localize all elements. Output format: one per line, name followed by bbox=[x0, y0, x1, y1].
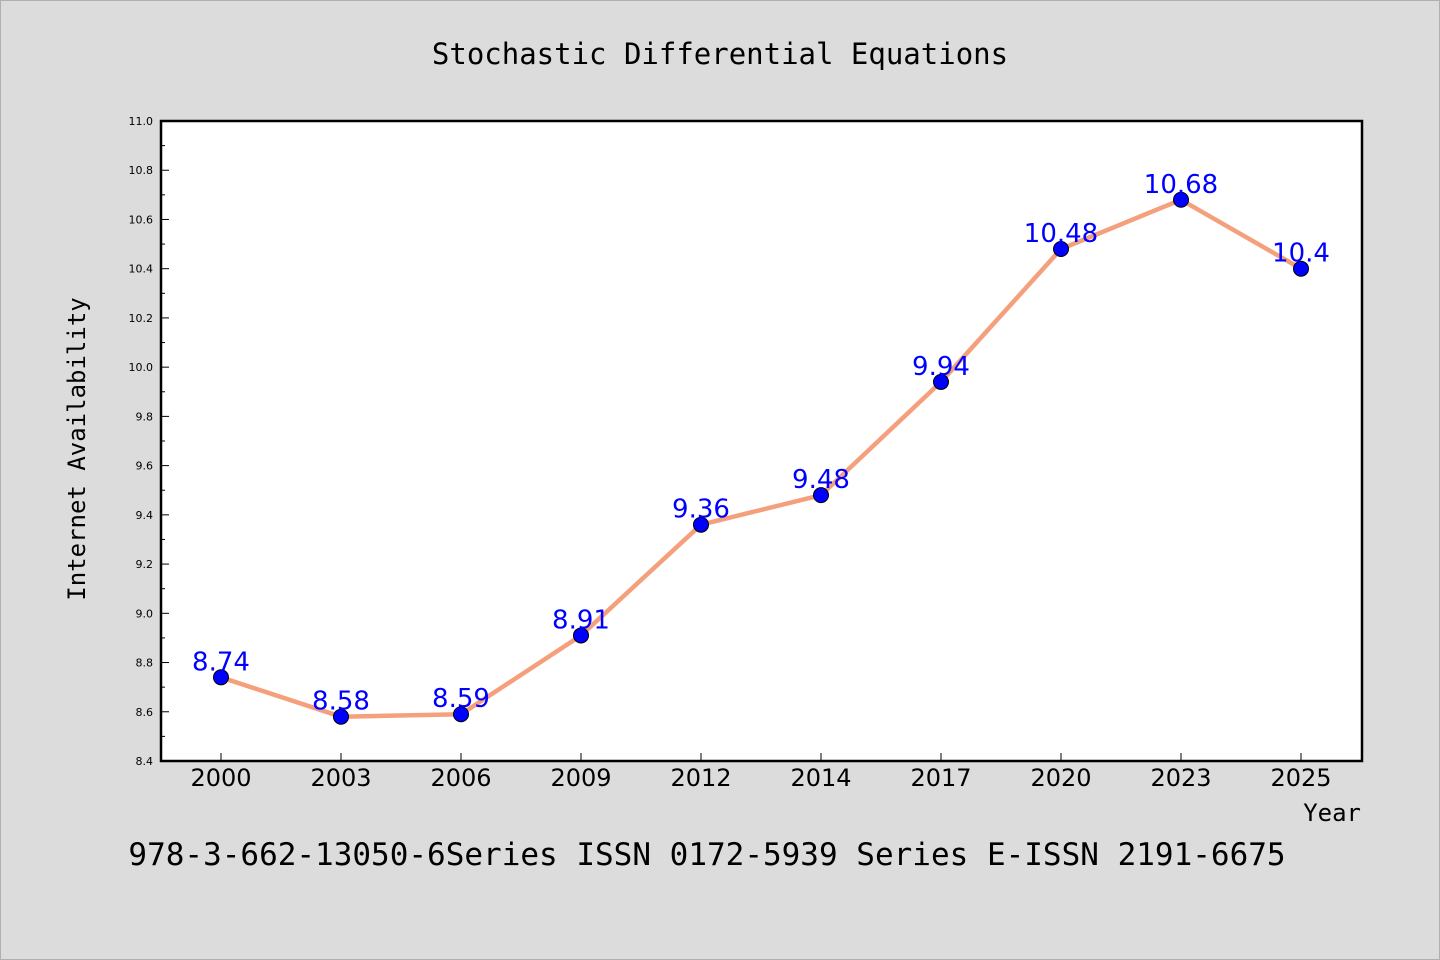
y-tick-label: 10.4 bbox=[129, 263, 154, 276]
series-layer: 8.74 8.58 8.59 8.91 9.36 9.48 9.94 10.48 10.68 10… bbox=[192, 170, 1330, 725]
y-tick-label: 8.8 bbox=[136, 657, 154, 670]
data-point-marker bbox=[813, 487, 829, 504]
series-line bbox=[218, 197, 1304, 719]
y-tick-label: 9.4 bbox=[136, 509, 154, 522]
y-axis-label: Internet Availability bbox=[63, 297, 91, 600]
y-tick-label: 8.6 bbox=[136, 706, 154, 719]
data-point-marker bbox=[333, 708, 349, 725]
data-label: 10.4 bbox=[1272, 239, 1330, 269]
data-label: 8.74 bbox=[192, 647, 250, 677]
plot-area bbox=[161, 121, 1362, 761]
x-axis: 2000 2003 2006 2009 2012 2014 2017 2020 2023 2025 bbox=[190, 753, 1332, 792]
y-tick-label: 10.6 bbox=[129, 213, 154, 226]
data-label: 9.36 bbox=[672, 495, 730, 525]
x-tick-label: 2003 bbox=[310, 764, 371, 792]
y-tick-label: 9.0 bbox=[136, 607, 154, 620]
y-axis: 8.4 8.6 8.8 9.0 9.2 9.4 9.6 9.8 10.0 10.2 10.4 10.6… bbox=[129, 115, 169, 768]
x-tick-label: 2012 bbox=[670, 764, 731, 792]
data-label: 10.48 bbox=[1024, 219, 1098, 249]
chart-title: Stochastic Differential Equations bbox=[432, 37, 1008, 71]
data-point-marker bbox=[1173, 191, 1189, 208]
data-label: 9.48 bbox=[792, 465, 850, 495]
data-label: 9.94 bbox=[912, 352, 970, 382]
data-point-marker bbox=[693, 516, 709, 533]
x-tick-label: 2000 bbox=[190, 764, 251, 792]
x-tick-label: 2020 bbox=[1030, 764, 1091, 792]
x-tick-label: 2006 bbox=[430, 764, 491, 792]
x-tick-label: 2014 bbox=[790, 764, 851, 792]
data-point-marker bbox=[213, 669, 229, 686]
data-label: 10.68 bbox=[1144, 170, 1218, 200]
data-point-marker bbox=[1293, 260, 1309, 277]
data-point-marker bbox=[453, 706, 469, 723]
data-label: 8.59 bbox=[432, 684, 490, 714]
y-tick-label: 9.8 bbox=[136, 410, 154, 423]
data-point-marker bbox=[933, 373, 949, 390]
y-tick-label: 9.2 bbox=[136, 558, 154, 571]
data-point-marker bbox=[1053, 241, 1069, 257]
x-tick-label: 2025 bbox=[1270, 764, 1331, 792]
x-axis-label: Year bbox=[1303, 799, 1361, 827]
plot-frame bbox=[159, 119, 1364, 763]
data-label: 8.91 bbox=[552, 605, 610, 635]
y-tick-label: 10.8 bbox=[129, 164, 154, 177]
data-label: 8.58 bbox=[312, 687, 370, 717]
x-tick-label: 2023 bbox=[1150, 764, 1211, 792]
y-tick-label: 11.0 bbox=[129, 115, 154, 128]
y-tick-label: 9.6 bbox=[136, 460, 154, 473]
data-point-marker bbox=[573, 627, 589, 644]
y-tick-label: 10.2 bbox=[129, 312, 154, 325]
footer-isbn-text: 978-3-662-13050-6Series ISSN 0172-5939 S… bbox=[128, 837, 1285, 873]
y-tick-label: 10.0 bbox=[129, 361, 154, 374]
x-tick-label: 2017 bbox=[910, 764, 971, 792]
y-tick-label: 8.4 bbox=[136, 755, 154, 768]
x-tick-label: 2009 bbox=[550, 764, 611, 792]
